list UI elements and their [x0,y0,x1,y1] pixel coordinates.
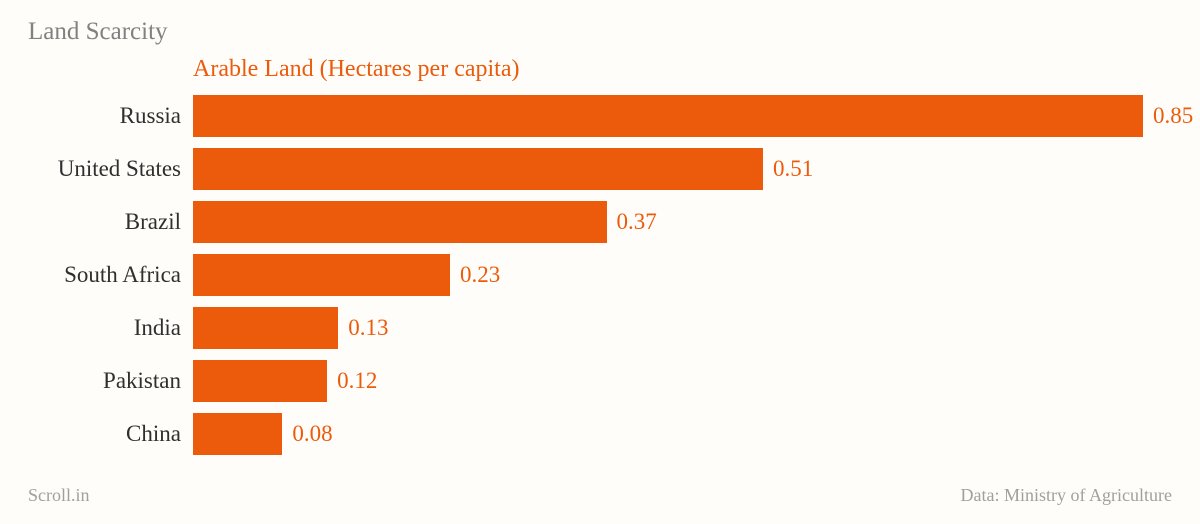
chart-footer: Scroll.in Data: Ministry of Agriculture [28,485,1172,506]
bar-category-label: United States [28,156,193,182]
bar-row: South Africa 0.23 [28,248,1172,301]
bar-row: China 0.08 [28,407,1172,460]
bar-value-label: 0.08 [282,421,332,447]
chart-title: Land Scarcity [28,18,1172,46]
bar-fill [193,148,763,190]
bar-row: Russia0.85 [28,89,1172,142]
footer-source-right: Data: Ministry of Agriculture [961,485,1172,506]
bar-value-label: 0.23 [450,262,500,288]
bar-value-label: 0.51 [763,156,813,182]
bar-value-label: 0.85 [1143,103,1193,129]
chart-container: Land Scarcity Arable Land (Hectares per … [0,0,1200,460]
chart-subtitle: Arable Land (Hectares per capita) [193,56,1172,83]
bar-track: 0.37 [193,195,1172,248]
bar-value-label: 0.13 [338,315,388,341]
bar-category-label: Russia [28,103,193,129]
bar-fill [193,254,450,296]
bar-value-label: 0.12 [327,368,377,394]
bar-row: Brazil 0.37 [28,195,1172,248]
bar-row: India 0.13 [28,301,1172,354]
bar-row: Pakistan 0.12 [28,354,1172,407]
bar-category-label: India [28,315,193,341]
bar-category-label: Pakistan [28,368,193,394]
bar-track: 0.13 [193,301,1172,354]
bar-category-label: South Africa [28,262,193,288]
bar-fill [193,201,607,243]
bar-track: 0.08 [193,407,1172,460]
bar-value-label: 0.37 [607,209,657,235]
bar-fill [193,360,327,402]
bar-fill [193,307,338,349]
bar-track: 0.23 [193,248,1172,301]
bar-category-label: China [28,421,193,447]
bar-track: 0.51 [193,142,1172,195]
bar-fill [193,413,282,455]
bar-row: United States 0.51 [28,142,1172,195]
bar-fill [193,95,1143,137]
bar-category-label: Brazil [28,209,193,235]
bar-track: 0.12 [193,354,1172,407]
footer-source-left: Scroll.in [28,485,90,506]
bar-track: 0.85 [193,89,1193,142]
bars-area: Russia0.85 United States 0.51 Brazil 0.37 Sou… [28,89,1172,460]
